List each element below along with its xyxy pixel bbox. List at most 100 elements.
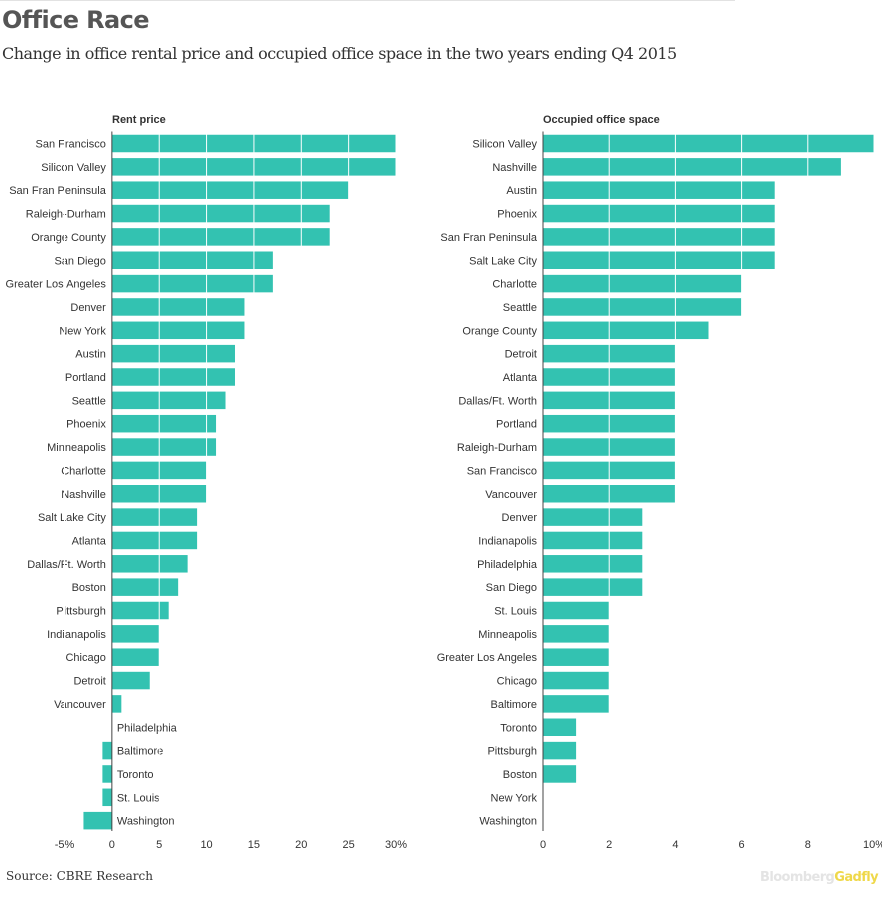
- space-bar-toronto: [543, 718, 577, 736]
- space-category-label-portland: Portland: [496, 419, 537, 431]
- rent-bar-denver: [111, 298, 245, 316]
- rent-price-chart-title: Rent price: [112, 114, 166, 126]
- rent-bar-washington: [83, 811, 112, 830]
- space-tick-label-10: 10%: [863, 839, 882, 851]
- rent-bar-salt-lake-city: [111, 508, 198, 526]
- rent-bar-austin: [111, 344, 235, 363]
- space-bar-orange-county: [543, 321, 709, 340]
- rent-category-label-new-york: New York: [59, 325, 106, 337]
- space-category-label-pittsburgh: Pittsburgh: [487, 746, 537, 758]
- space-category-label-detroit: Detroit: [505, 349, 537, 361]
- space-tick-label-4: 4: [672, 839, 678, 851]
- rent-price-chart: Rent price San Francisco Silicon Valley Sa…: [6, 114, 408, 851]
- space-category-label-san-fran-peninsula: San Fran Peninsula: [440, 232, 537, 244]
- rent-category-label-atlanta: Atlanta: [72, 535, 107, 547]
- rent-category-label-san-francisco: San Francisco: [36, 139, 106, 151]
- rent-category-label-seattle: Seattle: [72, 395, 106, 407]
- space-category-label-philadelphia: Philadelphia: [477, 559, 538, 571]
- rent-bar-boston: [111, 578, 179, 596]
- space-category-label-austin: Austin: [506, 185, 537, 197]
- space-category-label-denver: Denver: [502, 512, 538, 524]
- space-category-label-washington: Washington: [479, 816, 537, 828]
- space-bar-chicago: [543, 671, 610, 690]
- rent-category-label-phoenix: Phoenix: [66, 419, 106, 431]
- occupied-space-chart: Occupied office space Silicon Valley Nash…: [437, 114, 882, 851]
- space-category-label-raleigh-durham: Raleigh-Durham: [457, 442, 537, 454]
- rent-category-label-austin: Austin: [75, 349, 106, 361]
- space-bar-philadelphia: [543, 555, 643, 573]
- space-category-label-minneapolis: Minneapolis: [478, 629, 537, 641]
- brand-logo-part1: Bloomberg: [760, 870, 835, 885]
- space-category-label-san-francisco: San Francisco: [467, 465, 537, 477]
- rent-category-label-san-diego: San Diego: [54, 255, 105, 267]
- rent-category-label-st-louis: St. Louis: [117, 792, 160, 804]
- space-category-label-dallas-ft-worth: Dallas/Ft. Worth: [458, 395, 537, 407]
- space-category-label-st-louis: St. Louis: [494, 606, 537, 618]
- rent-category-label-orange-county: Orange County: [31, 232, 106, 244]
- space-category-label-atlanta: Atlanta: [503, 372, 538, 384]
- rent-bar-san-diego: [111, 251, 273, 269]
- rent-category-label-san-fran-peninsula: San Fran Peninsula: [9, 185, 106, 197]
- space-bar-salt-lake-city: [543, 251, 775, 269]
- rent-bar-portland: [111, 368, 235, 386]
- space-category-label-seattle: Seattle: [503, 302, 537, 314]
- rent-category-label-minneapolis: Minneapolis: [47, 442, 106, 454]
- occupied-space-chart-title: Occupied office space: [543, 114, 660, 126]
- rent-bar-indianapolis: [111, 625, 160, 643]
- space-bar-austin: [543, 181, 775, 199]
- rent-tick-label-25: 25: [343, 839, 355, 851]
- space-category-label-vancouver: Vancouver: [485, 489, 537, 501]
- rent-category-label-charlotte: Charlotte: [61, 465, 106, 477]
- rent-category-label-indianapolis: Indianapolis: [47, 629, 106, 641]
- space-category-label-baltimore: Baltimore: [491, 699, 537, 711]
- space-bar-san-fran-peninsula: [543, 228, 775, 246]
- space-bar-st-louis: [543, 601, 610, 620]
- space-category-label-indianapolis: Indianapolis: [478, 535, 537, 547]
- space-bar-seattle: [543, 298, 742, 316]
- rent-bar-minneapolis: [111, 438, 217, 456]
- rent-bar-toronto: [102, 765, 112, 783]
- rent-bar-st-louis: [102, 788, 112, 807]
- rent-bar-vancouver: [111, 695, 122, 713]
- rent-category-label-vancouver: Vancouver: [54, 699, 106, 711]
- rent-category-label-dallas-ft-worth: Dallas/Ft. Worth: [27, 559, 106, 571]
- space-bar-boston: [543, 765, 577, 783]
- rent-tick-label-30: 30%: [385, 839, 407, 851]
- space-category-label-greater-los-angeles: Greater Los Angeles: [437, 652, 538, 664]
- rent-bar-san-fran-peninsula: [111, 181, 349, 199]
- rent-tick-label-15: 15: [248, 839, 260, 851]
- space-bar-charlotte: [543, 274, 742, 293]
- rent-tick-label-5: -5%: [55, 839, 75, 851]
- source-note: Source: CBRE Research: [6, 869, 153, 883]
- rent-tick-label-0: 0: [109, 839, 115, 851]
- space-category-label-phoenix: Phoenix: [497, 209, 537, 221]
- space-category-label-orange-county: Orange County: [462, 325, 537, 337]
- rent-bar-raleigh-durham: [111, 204, 330, 223]
- rent-bar-greater-los-angeles: [111, 274, 273, 293]
- rent-tick-label-10: 10: [200, 839, 212, 851]
- rent-bar-orange-county: [111, 228, 330, 246]
- brand-logo: BloombergGadfly: [760, 870, 879, 885]
- rent-tick-label-20: 20: [295, 839, 307, 851]
- rent-category-label-salt-lake-city: Salt Lake City: [38, 512, 106, 524]
- rent-category-label-toronto: Toronto: [117, 769, 154, 781]
- rent-bar-atlanta: [111, 531, 198, 550]
- space-bar-san-diego: [543, 578, 643, 596]
- rent-category-label-washington: Washington: [117, 816, 175, 828]
- space-category-label-silicon-valley: Silicon Valley: [472, 139, 537, 151]
- rent-category-label-raleigh-durham: Raleigh-Durham: [26, 209, 106, 221]
- space-category-label-san-diego: San Diego: [486, 582, 537, 594]
- rent-bar-baltimore: [102, 741, 112, 760]
- space-bar-minneapolis: [543, 625, 610, 643]
- rent-category-label-chicago: Chicago: [65, 652, 105, 664]
- rent-category-label-boston: Boston: [72, 582, 106, 594]
- space-category-label-new-york: New York: [491, 792, 538, 804]
- rent-category-label-philadelphia: Philadelphia: [117, 722, 178, 734]
- space-category-label-boston: Boston: [503, 769, 537, 781]
- brand-logo-part2: Gadfly: [834, 870, 878, 885]
- rent-category-label-baltimore: Baltimore: [117, 746, 163, 758]
- rent-bar-detroit: [111, 671, 150, 690]
- rent-bar-seattle: [111, 391, 226, 410]
- rent-category-label-nashville: Nashville: [61, 489, 106, 501]
